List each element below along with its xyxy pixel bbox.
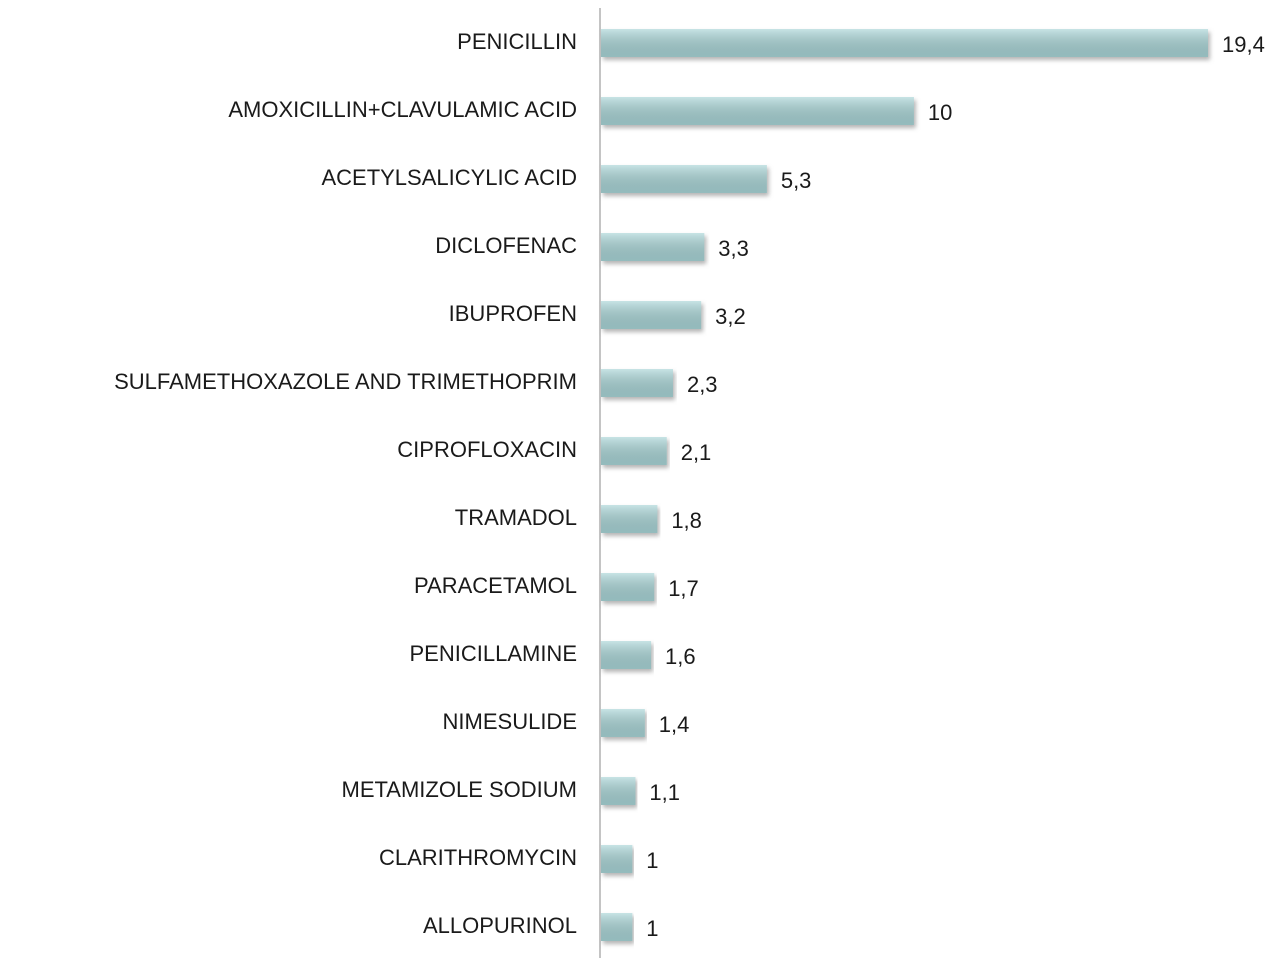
value-label: 1,1 — [649, 780, 680, 805]
bar-shade — [601, 709, 645, 737]
bar-shade — [601, 641, 652, 669]
value-label: 3,2 — [715, 304, 746, 329]
value-label: 3,3 — [718, 236, 749, 261]
value-label: 1,6 — [665, 644, 696, 669]
bar-shade — [601, 369, 673, 397]
category-label: PENICILLAMINE — [410, 641, 578, 666]
value-label: 5,3 — [781, 168, 812, 193]
value-label: 2,3 — [687, 372, 718, 397]
category-label: NIMESULIDE — [443, 709, 577, 734]
category-label: TRAMADOL — [455, 505, 577, 530]
category-label: CIPROFLOXACIN — [397, 437, 577, 462]
bar-shade — [601, 913, 633, 941]
value-label: 1,4 — [659, 712, 690, 737]
category-label: PARACETAMOL — [414, 573, 577, 598]
bar-shade — [601, 165, 767, 193]
bar-shade — [601, 845, 633, 873]
category-label: ALLOPURINOL — [423, 913, 577, 938]
bar-shade — [601, 97, 914, 125]
value-label: 19,4 — [1222, 32, 1265, 57]
category-label: IBUPROFEN — [449, 301, 577, 326]
category-label: AMOXICILLIN+CLAVULAMIC ACID — [228, 97, 577, 122]
category-label: CLARITHROMYCIN — [379, 845, 577, 870]
value-label: 2,1 — [681, 440, 712, 465]
value-label: 10 — [928, 100, 952, 125]
bar-shade — [601, 573, 655, 601]
bar-shade — [601, 437, 667, 465]
bar-shade — [601, 777, 636, 805]
category-label: SULFAMETHOXAZOLE AND TRIMETHOPRIM — [114, 369, 577, 394]
category-label: ACETYLSALICYLIC ACID — [321, 165, 577, 190]
bar-shade — [601, 505, 658, 533]
value-label: 1,8 — [671, 508, 702, 533]
category-label: DICLOFENAC — [435, 233, 577, 258]
bar-shade — [601, 233, 705, 261]
category-label: PENICILLIN — [457, 29, 577, 54]
category-label: METAMIZOLE SODIUM — [342, 777, 578, 802]
value-label: 1 — [646, 848, 658, 873]
value-label: 1,7 — [668, 576, 699, 601]
bar-shade — [601, 29, 1208, 57]
bar-shade — [601, 301, 702, 329]
value-label: 1 — [646, 916, 658, 941]
